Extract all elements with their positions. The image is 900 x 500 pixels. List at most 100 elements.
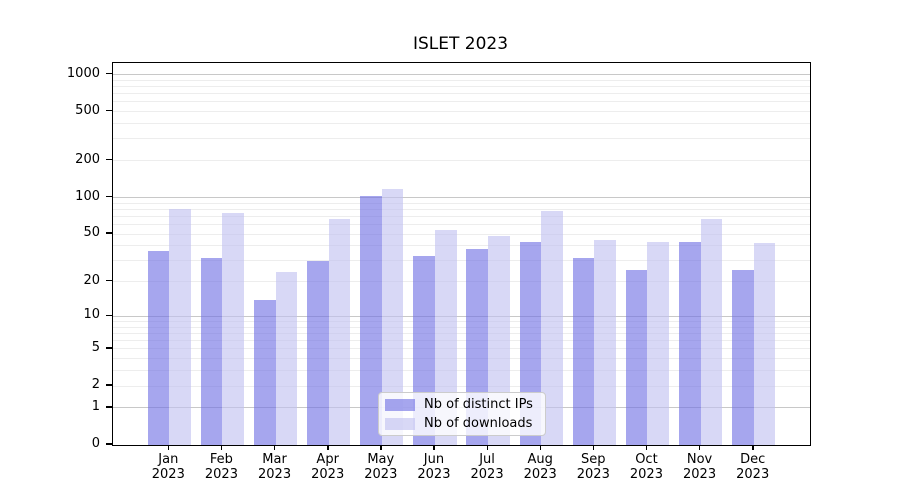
x-tick-year: 2023 [629, 467, 663, 482]
gridline-minor [113, 326, 810, 328]
gridline-minor [113, 358, 810, 360]
gridline-major [113, 197, 810, 199]
x-tick-month: Nov [686, 452, 713, 467]
bar-distinct-ips-oct [625, 270, 648, 445]
gridline-minor [113, 101, 810, 103]
legend-label-distinct-ips: Nb of distinct IPs [424, 396, 533, 412]
gridline-minor [113, 111, 810, 113]
bar-downloads-dec [753, 243, 776, 445]
bar-downloads-may [381, 188, 404, 445]
gridline-minor [113, 224, 810, 226]
x-axis-tick [167, 445, 170, 450]
bar-downloads-mar [275, 272, 298, 445]
bar-distinct-ips-dec [732, 270, 754, 445]
x-axis-tick [380, 445, 382, 450]
y-axis-tick [106, 280, 112, 282]
x-tick-year: 2023 [258, 467, 292, 482]
x-tick-year: 2023 [151, 467, 185, 482]
y-axis-tick [106, 443, 112, 445]
legend-item-downloads: Nb of downloads [385, 415, 539, 432]
x-tick-month: Sep [581, 452, 606, 467]
gridline-minor [113, 123, 810, 125]
x-tick-month: Jul [479, 452, 495, 467]
bar-downloads-oct [647, 242, 670, 445]
bar-downloads-nov [700, 218, 723, 445]
x-axis-tick-label: Aug 2023 [512, 452, 568, 482]
gridline-minor [113, 208, 810, 210]
y-axis-tick-label: 500 [75, 102, 100, 118]
x-axis-tick [486, 445, 488, 450]
x-tick-year: 2023 [683, 467, 717, 482]
legend-swatch-distinct-ips [385, 398, 415, 411]
x-tick-month: Jun [423, 452, 445, 467]
y-axis-tick [106, 72, 112, 75]
y-axis-tick [106, 406, 112, 408]
x-axis-tick [433, 445, 435, 450]
x-axis-tick [592, 445, 595, 450]
y-axis-tick-label: 1000 [66, 65, 100, 81]
y-axis-tick-label: 2 [91, 377, 100, 393]
y-axis-tick-label: 1 [91, 398, 100, 414]
x-tick-month: Oct [635, 452, 658, 467]
x-tick-month: Aug [527, 452, 553, 467]
x-axis-tick-label: Mar 2023 [247, 452, 303, 482]
gridline-minor [113, 348, 810, 350]
y-axis-tick [106, 347, 112, 349]
x-axis-tick-label: Nov 2023 [672, 452, 728, 482]
bar-distinct-ips-jan [147, 251, 170, 445]
chart-title: ISLET 2023 [412, 34, 509, 54]
x-tick-year: 2023 [364, 467, 398, 482]
x-axis-tick [220, 445, 223, 450]
x-tick-month: Apr [316, 452, 339, 467]
bar-downloads-aug [541, 210, 563, 445]
x-axis-tick-label: May 2023 [353, 452, 409, 482]
x-axis-tick-label: Jun 2023 [406, 452, 462, 482]
gridline-minor [113, 260, 810, 262]
gridline-minor [113, 86, 810, 88]
x-axis-tick-label: Apr 2023 [300, 452, 356, 482]
gridline-minor [113, 333, 810, 334]
x-tick-year: 2023 [736, 467, 770, 482]
gridline-minor [113, 370, 810, 372]
bar-distinct-ips-sep [572, 257, 595, 445]
y-axis-tick-label: 0 [91, 436, 100, 451]
x-axis-tick [539, 445, 542, 450]
gridline-minor [113, 138, 810, 140]
bar-downloads-sep [594, 239, 616, 445]
x-tick-year: 2023 [470, 467, 504, 482]
x-axis-tick [699, 445, 701, 450]
y-axis-tick [106, 109, 112, 112]
x-tick-month: Jan [158, 452, 179, 467]
legend-item-distinct-ips: Nb of distinct IPs [385, 396, 539, 413]
y-axis-tick-label: 200 [75, 151, 100, 167]
y-axis-tick [106, 195, 112, 198]
gridline-major [113, 315, 810, 317]
legend-swatch-downloads [385, 417, 415, 430]
x-tick-year: 2023 [576, 467, 610, 482]
gridline-minor [113, 160, 810, 162]
bar-downloads-apr [328, 218, 351, 445]
gridline-minor [113, 281, 810, 283]
gridline-minor [113, 202, 810, 204]
y-axis-tick [106, 384, 112, 386]
legend-label-downloads: Nb of downloads [424, 415, 533, 431]
x-tick-year: 2023 [311, 467, 345, 482]
x-tick-year: 2023 [417, 467, 451, 482]
x-tick-year: 2023 [204, 467, 238, 482]
x-axis-tick [327, 445, 329, 450]
bar-downloads-jan [169, 208, 191, 445]
gridline-minor [113, 93, 810, 95]
y-axis-tick-label: 5 [91, 339, 100, 355]
x-tick-year: 2023 [523, 467, 557, 482]
gridline-minor [113, 385, 810, 387]
x-axis-tick-label: Oct 2023 [618, 452, 674, 482]
y-axis-tick [106, 232, 112, 234]
x-axis-tick-label: Dec 2023 [725, 452, 781, 482]
plot-area: Nb of distinct IPs Nb of downloads [112, 62, 811, 446]
gridline-minor [113, 79, 810, 81]
bar-distinct-ips-may [360, 195, 382, 445]
x-axis-tick-label: Sep 2023 [565, 452, 621, 482]
x-axis-tick-label: Feb 2023 [193, 452, 249, 482]
y-axis-tick-label: 50 [83, 225, 100, 241]
